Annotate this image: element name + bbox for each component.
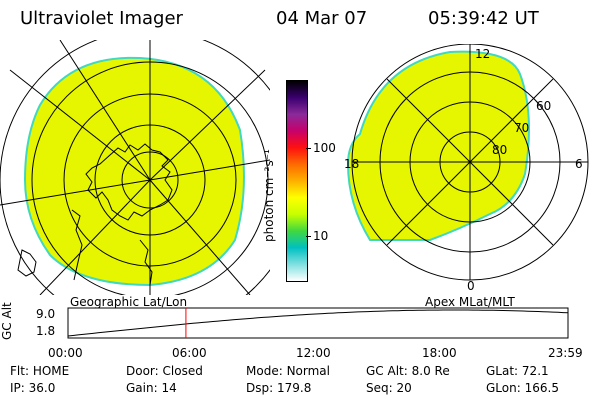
mlt-label-noon: 12 <box>475 47 490 61</box>
orbit-plot-frame <box>67 307 569 339</box>
mlt-diagonal <box>469 78 554 163</box>
colorbar-unit-label: photon cm⁻²s⁻¹ <box>262 149 276 242</box>
orbit-xtick-label: 18:00 <box>422 346 457 360</box>
date-label: 04 Mar 07 <box>276 8 368 29</box>
meridian-line <box>149 69 266 181</box>
mlt-label-dawn: 6 <box>575 157 583 171</box>
colorbar-tick <box>306 236 311 237</box>
orbit-ytick-label: 1.8 <box>36 324 56 338</box>
time-label: 05:39:42 UT <box>428 8 539 29</box>
orbit-altitude-plot <box>67 307 569 339</box>
orbit-altitude-curve <box>67 309 569 337</box>
orbit-xtick-label: 23:59 <box>548 346 583 360</box>
coastline <box>85 143 173 221</box>
info-glon: GLon: 166.5 <box>486 381 559 395</box>
orbit-ytick-label: 9.0 <box>36 307 56 321</box>
mlt-label-dusk: 18 <box>344 157 359 171</box>
orbit-ylabel: GC Alt <box>0 302 14 340</box>
info-seq: Seq: 20 <box>366 381 412 395</box>
aurora-oval-magnetic <box>346 50 530 241</box>
magnetic-polar-plot: 12 18 6 0 60 70 80 <box>344 44 589 293</box>
magnetic-caption: Apex MLat/MLT <box>425 295 515 309</box>
meridian-line <box>0 179 151 206</box>
info-flt: Flt: HOME <box>10 364 70 378</box>
info-dsp: Dsp: 179.8 <box>246 381 312 395</box>
colorbar-gradient <box>287 81 307 281</box>
mlt-diagonal <box>469 161 554 246</box>
info-door: Door: Closed <box>126 364 203 378</box>
colorbar <box>286 80 308 282</box>
info-ip: IP: 36.0 <box>10 381 56 395</box>
coastline <box>17 249 37 277</box>
instrument-title: Ultraviolet Imager <box>20 8 183 29</box>
orbit-xtick-label: 00:00 <box>48 346 83 360</box>
meridian-line <box>39 179 151 295</box>
info-glat: GLat: 72.1 <box>486 364 549 378</box>
meridian-line <box>9 69 151 181</box>
mlt-diagonal <box>386 161 471 246</box>
info-gc-alt: GC Alt: 8.0 Re <box>366 364 450 378</box>
colorbar-tick <box>306 148 311 149</box>
orbit-xtick-label: 06:00 <box>172 346 207 360</box>
coastline <box>139 239 153 286</box>
mlt-diagonal <box>386 78 471 163</box>
info-gain: Gain: 14 <box>126 381 177 395</box>
mlat-label-80: 80 <box>492 143 507 157</box>
meridian-line <box>59 40 151 181</box>
mlt-label-midnight: 0 <box>467 279 475 293</box>
geographic-map <box>0 40 270 295</box>
colorbar-tick-label: 10 <box>313 229 329 243</box>
mlat-label-70: 70 <box>514 121 529 135</box>
info-mode: Mode: Normal <box>246 364 330 378</box>
colorbar-tick-label: 100 <box>313 141 336 155</box>
mlat-label-60: 60 <box>536 99 551 113</box>
meridian-line <box>149 179 251 295</box>
geographic-caption: Geographic Lat/Lon <box>70 295 188 309</box>
coastline <box>71 209 83 281</box>
meridian-line <box>149 159 270 181</box>
orbit-xtick-label: 12:00 <box>296 346 331 360</box>
